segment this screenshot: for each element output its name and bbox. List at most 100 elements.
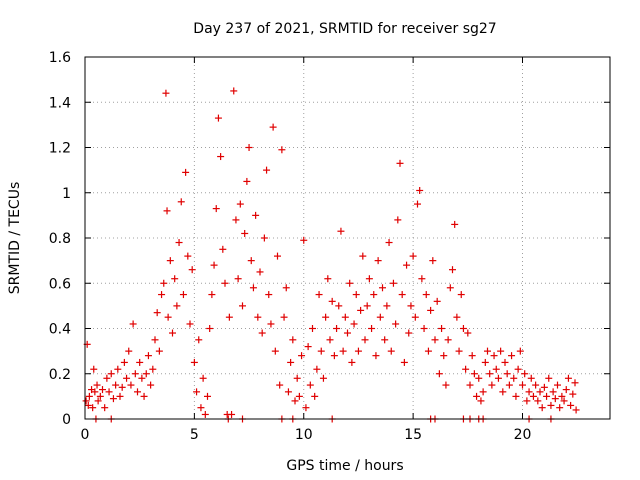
data-point: [451, 220, 459, 228]
data-point: [558, 392, 566, 400]
data-point: [118, 383, 126, 391]
data-point: [225, 313, 233, 321]
data-point: [287, 358, 295, 366]
data-point: [545, 374, 553, 382]
data-point: [175, 239, 183, 247]
data-point: [488, 381, 496, 389]
y-tick-label: 1.2: [49, 141, 71, 157]
data-point: [543, 392, 551, 400]
data-point: [236, 200, 244, 208]
axis-ticks: [84, 56, 610, 420]
data-point: [206, 325, 214, 332]
data-point: [446, 284, 454, 292]
data-point: [368, 325, 376, 332]
data-point: [414, 200, 421, 208]
data-point: [416, 186, 424, 194]
data-point: [398, 291, 406, 299]
data-point: [212, 205, 220, 213]
data-point: [177, 198, 185, 206]
data-point: [479, 388, 487, 396]
data-point: [284, 388, 292, 396]
data-point: [123, 374, 131, 382]
data-point: [134, 388, 141, 396]
plot-frame: [84, 56, 611, 420]
data-point: [407, 302, 415, 310]
data-point: [142, 370, 150, 378]
data-point: [151, 336, 159, 344]
data-point: [91, 388, 99, 396]
data-point: [188, 266, 196, 274]
data-point: [162, 89, 170, 97]
data-point: [335, 302, 343, 310]
data-point: [317, 347, 325, 355]
data-point: [330, 352, 338, 360]
data-point: [85, 392, 93, 400]
data-point: [276, 381, 284, 389]
data-point: [291, 397, 299, 405]
x-tick-label: 10: [295, 427, 313, 443]
data-point: [494, 374, 502, 382]
data-point: [328, 297, 336, 305]
data-point: [304, 343, 312, 351]
data-point: [394, 216, 402, 224]
data-point: [315, 291, 323, 299]
data-point: [182, 168, 190, 176]
data-point: [306, 381, 314, 389]
data-point: [140, 392, 148, 400]
data-point: [433, 297, 441, 305]
data-point: [571, 379, 579, 387]
data-point: [420, 325, 428, 332]
data-point: [361, 336, 369, 344]
data-point: [475, 374, 483, 382]
data-point: [521, 370, 529, 378]
data-point: [179, 291, 187, 299]
data-point: [258, 329, 266, 337]
data-point: [263, 166, 271, 174]
data-point: [551, 395, 559, 403]
data-point: [501, 358, 509, 366]
data-point: [484, 347, 491, 355]
data-point: [269, 123, 277, 131]
x-tick-label: 15: [404, 427, 422, 443]
data-point: [519, 381, 526, 389]
data-point: [534, 397, 542, 405]
data-point: [190, 358, 198, 366]
data-point: [103, 374, 111, 382]
data-point: [516, 347, 524, 355]
data-point: [219, 245, 227, 253]
data-point: [300, 236, 308, 244]
y-tick-label: 0.4: [49, 322, 71, 338]
data-point: [459, 325, 467, 332]
data-point: [214, 114, 222, 122]
data-point: [438, 325, 446, 332]
data-point: [96, 392, 104, 400]
data-point: [234, 275, 242, 283]
data-point: [158, 291, 166, 299]
y-tick-label: 1.6: [49, 50, 71, 66]
data-point: [569, 390, 577, 398]
data-point: [508, 352, 516, 360]
data-point: [280, 313, 288, 321]
data-point: [379, 284, 386, 292]
data-point: [147, 381, 155, 389]
data-point: [512, 392, 520, 400]
data-point: [324, 275, 332, 283]
chart-title: Day 237 of 2021, SRMTID for receiver sg2…: [193, 21, 496, 37]
data-point: [112, 381, 120, 389]
data-point: [405, 329, 413, 337]
data-point: [564, 374, 572, 382]
data-point: [532, 381, 540, 389]
data-point: [562, 386, 570, 394]
data-point: [365, 275, 373, 283]
data-point: [153, 309, 161, 317]
data-point: [387, 347, 395, 355]
data-point: [274, 252, 281, 260]
x-axis-label: GPS time / hours: [286, 458, 403, 474]
data-point: [90, 365, 98, 373]
data-point: [282, 284, 290, 292]
y-tick-label: 0.2: [49, 367, 71, 383]
data-point: [427, 306, 435, 314]
data-point: [499, 388, 507, 396]
data-point: [444, 336, 452, 344]
